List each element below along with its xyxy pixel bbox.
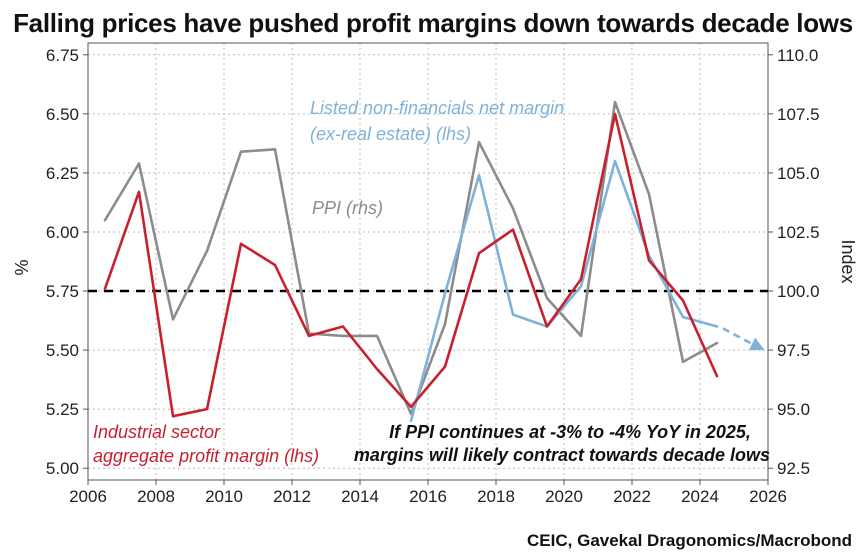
left-tick-label: 5.00 <box>46 459 79 478</box>
annotation-listed-line1: Listed non-financials net margin <box>310 98 564 118</box>
ppi-line <box>103 100 719 416</box>
x-tick-label: 2026 <box>749 487 787 506</box>
axes: 5.00 5.25 5.50 5.75 6.00 6.25 6.50 6.75 92.5 95.0… <box>12 42 858 506</box>
right-tick-label: 92.5 <box>777 459 810 478</box>
x-tick-label: 2006 <box>69 487 107 506</box>
left-tick-label: 5.50 <box>46 341 79 360</box>
annotation-ind-line1: Industrial sector <box>93 422 221 442</box>
x-tick-label: 2024 <box>681 487 719 506</box>
forecast-arrow-head <box>748 337 765 351</box>
right-tick-label: 107.5 <box>777 105 820 124</box>
listed-margin-line <box>409 159 719 423</box>
annotation-ppi: PPI (rhs) <box>312 198 383 218</box>
left-tick-label: 6.25 <box>46 164 79 183</box>
right-tick-label: 110.0 <box>777 46 818 65</box>
left-tick-label: 6.00 <box>46 223 79 242</box>
x-tick-label: 2020 <box>545 487 583 506</box>
annotation-note-line1: If PPI continues at -3% to -4% YoY in 20… <box>389 422 751 442</box>
x-tick-label: 2012 <box>273 487 311 506</box>
left-tick-label: 6.50 <box>46 105 79 124</box>
x-tick-label: 2008 <box>137 487 175 506</box>
x-tick-label: 2016 <box>409 487 447 506</box>
left-tick-label: 5.75 <box>46 282 79 301</box>
right-tick-label: 105.0 <box>777 164 820 183</box>
industrial-margin-line <box>103 112 719 418</box>
x-tick-label: 2018 <box>477 487 515 506</box>
right-tick-label: 100.0 <box>777 282 820 301</box>
series-group <box>103 100 765 423</box>
right-axis-label: Index <box>838 239 858 283</box>
right-tick-label: 95.0 <box>777 400 810 419</box>
right-tick-label: 102.5 <box>777 223 820 242</box>
left-tick-label: 6.75 <box>46 46 79 65</box>
source-note: CEIC, Gavekal Dragonomics/Macrobond <box>527 531 852 550</box>
annotation-group: Listed non-financials net margin (ex-real… <box>93 98 770 466</box>
annotation-note-line2: margins will likely contract towards dec… <box>354 445 770 465</box>
x-tick-label: 2022 <box>613 487 651 506</box>
x-tick-label: 2014 <box>341 487 379 506</box>
chart-title: Falling prices have pushed profit margin… <box>13 8 853 38</box>
left-tick-label: 5.25 <box>46 400 79 419</box>
x-tick-label: 2010 <box>205 487 243 506</box>
forecast-arrow-shaft <box>722 327 753 346</box>
annotation-listed-line2: (ex-real estate) (lhs) <box>310 124 471 144</box>
right-tick-label: 97.5 <box>777 341 810 360</box>
annotation-ind-line2: aggregate profit margin (lhs) <box>93 446 319 466</box>
left-axis-label: % <box>12 259 32 275</box>
